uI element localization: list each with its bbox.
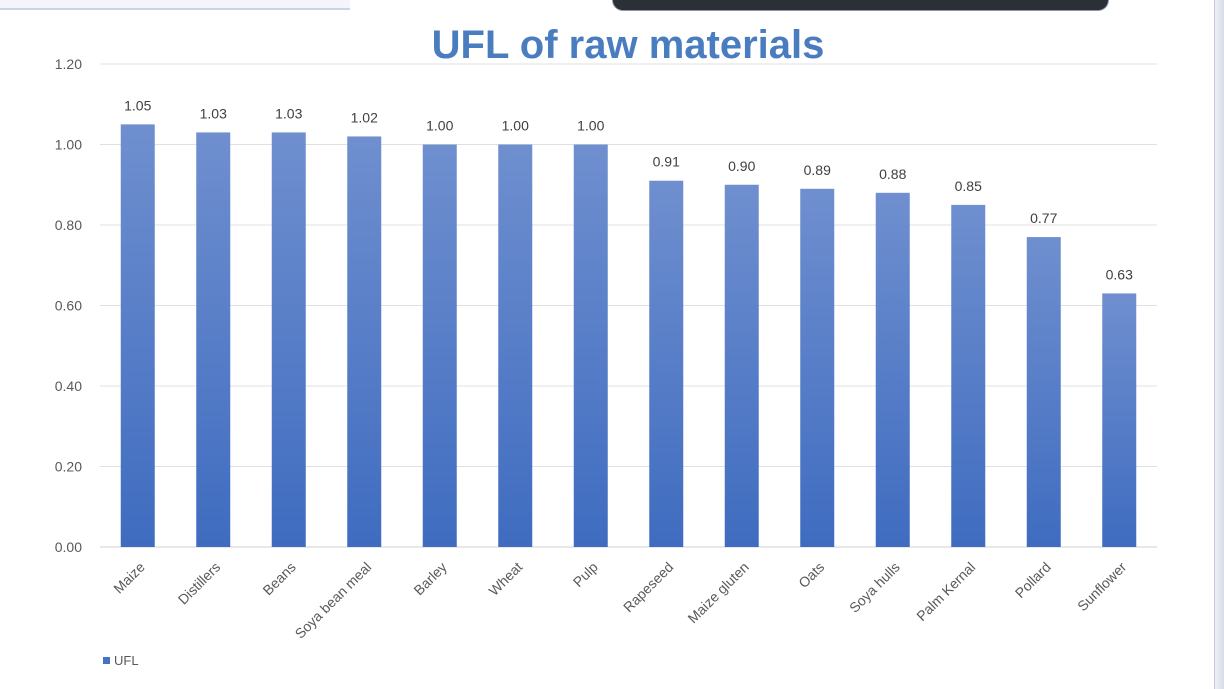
bar <box>422 144 457 547</box>
x-tick-label: Maize <box>110 559 148 597</box>
y-tick-label: 0.80 <box>55 217 82 233</box>
data-label: 0.63 <box>1106 266 1133 282</box>
data-label: 1.03 <box>275 105 302 121</box>
y-tick-label: 0.40 <box>55 378 82 394</box>
x-tick-label: Maize gluten <box>684 559 751 626</box>
data-label: 1.00 <box>502 118 529 134</box>
bar <box>498 144 533 547</box>
bar <box>271 132 306 548</box>
data-label: 0.90 <box>728 158 755 174</box>
y-tick-label: 1.00 <box>55 137 82 153</box>
data-label: 1.03 <box>200 105 227 121</box>
bar <box>573 144 608 547</box>
x-tick-label: Soya bean meal <box>292 559 375 642</box>
legend: UFL <box>103 653 139 668</box>
x-tick-label: Pulp <box>570 559 601 590</box>
window-frame-right <box>1214 0 1224 689</box>
bar <box>120 124 155 547</box>
data-label: 1.00 <box>426 118 453 134</box>
data-label: 0.89 <box>804 162 831 178</box>
y-tick-label: 0.60 <box>55 298 82 314</box>
data-labels: 1.05 1.03 1.03 1.02 1.00 1.00 1.00 0.91 0.90 0.89… <box>124 97 1133 282</box>
bar <box>1026 237 1061 547</box>
y-tick-label: 0.00 <box>55 539 82 555</box>
bar <box>800 188 835 547</box>
x-tick-label: Distillers <box>175 559 224 608</box>
data-label: 1.00 <box>577 118 604 134</box>
y-axis-ticks: 0.00 0.20 0.40 0.60 0.80 1.00 1.20 <box>55 56 82 555</box>
x-tick-label: Palm Kernal <box>913 559 978 624</box>
bars <box>120 124 1137 548</box>
data-label: 0.77 <box>1030 210 1057 226</box>
bar <box>196 132 231 548</box>
y-tick-label: 0.20 <box>55 459 82 475</box>
bar <box>875 192 910 548</box>
x-tick-label: Wheat <box>485 559 525 599</box>
x-tick-label: Beans <box>259 559 298 598</box>
data-label: 0.85 <box>955 178 982 194</box>
bar <box>649 180 684 547</box>
x-tick-label: Sunflower <box>1074 559 1130 615</box>
bar <box>724 184 759 547</box>
data-label: 1.02 <box>351 109 378 125</box>
x-tick-label: Oats <box>795 559 827 591</box>
bar <box>347 136 382 547</box>
data-label: 0.88 <box>879 166 906 182</box>
x-tick-label: Rapeseed <box>620 559 676 615</box>
data-label: 0.91 <box>653 154 680 170</box>
legend-label: UFL <box>114 653 139 668</box>
gridlines <box>100 63 1157 548</box>
x-tick-label: Soya hulls <box>846 559 903 616</box>
bar <box>951 204 986 547</box>
x-tick-label: Barley <box>410 559 449 598</box>
chart-title: UFL of raw materials <box>432 23 825 67</box>
data-label: 1.05 <box>124 97 151 113</box>
x-tick-label: Pollard <box>1012 559 1054 601</box>
window-frame-left <box>0 0 350 10</box>
bar <box>1102 293 1137 547</box>
legend-swatch <box>103 657 110 664</box>
y-tick-label: 1.20 <box>55 56 82 72</box>
